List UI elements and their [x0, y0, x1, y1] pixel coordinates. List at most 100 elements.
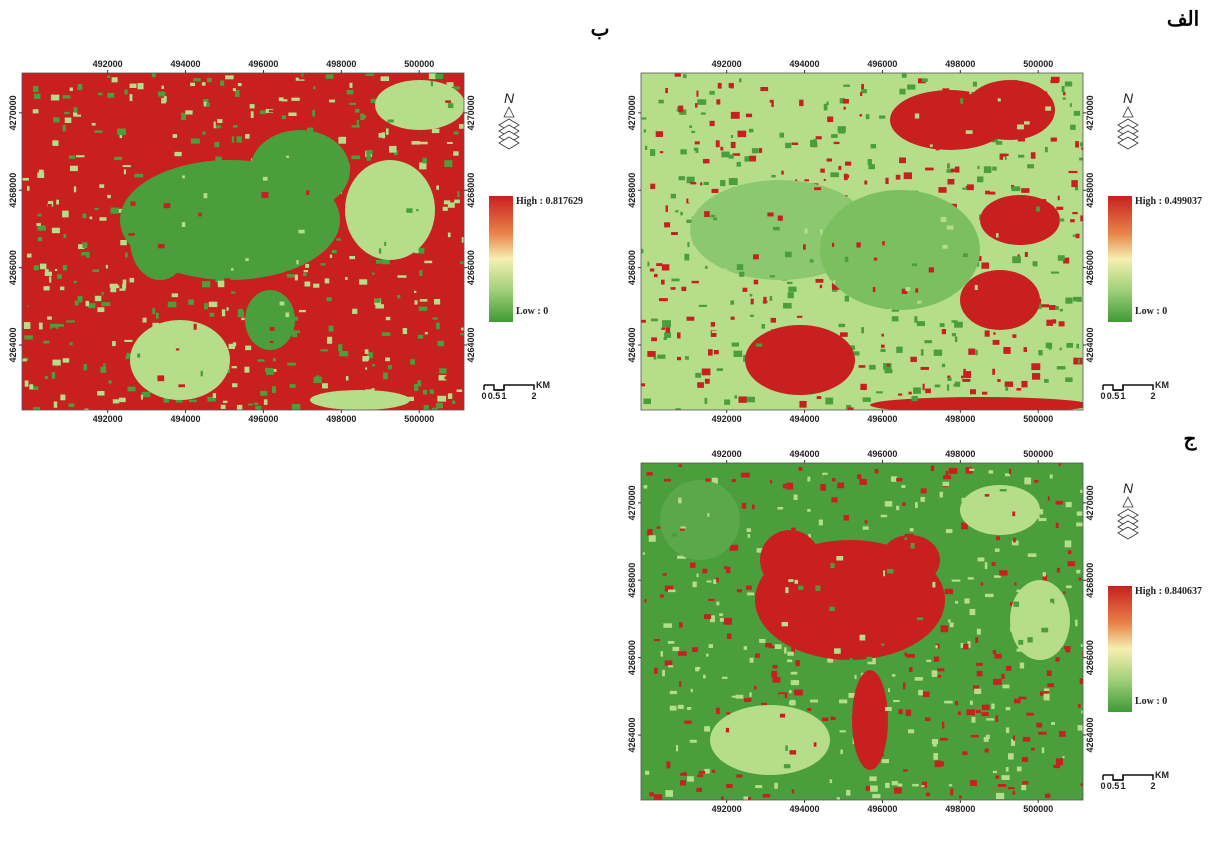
map-speck — [889, 309, 892, 312]
map-speck — [724, 566, 727, 569]
map-speck — [747, 397, 755, 403]
map-speck — [807, 708, 811, 711]
map-speck — [663, 623, 672, 628]
map-speck — [647, 351, 655, 357]
map-speck — [830, 779, 833, 783]
x-tick-label: 492000 — [712, 449, 742, 459]
map-speck — [1016, 388, 1021, 391]
map-speck — [436, 403, 443, 408]
map-speck — [831, 497, 837, 502]
map-speck — [1065, 297, 1072, 303]
map-speck — [887, 364, 890, 367]
map-speck — [340, 185, 342, 190]
map-speck — [1059, 463, 1061, 465]
map-speck — [981, 262, 989, 268]
y-tick-label: 4270000 — [627, 485, 637, 520]
map-speck — [1019, 697, 1027, 700]
scale-label: 2 — [1150, 781, 1155, 791]
map-speck — [891, 487, 893, 490]
map-speck — [270, 327, 275, 331]
map-speck — [966, 624, 971, 628]
map-speck — [352, 125, 360, 127]
map-speck — [777, 507, 783, 509]
map-speck — [678, 106, 683, 113]
map-speck — [712, 770, 715, 773]
map-speck — [755, 785, 762, 788]
map-speck — [641, 383, 645, 386]
map-speck — [1005, 382, 1013, 387]
scale-unit: KM — [536, 380, 550, 390]
map-speck — [787, 282, 793, 284]
map-speck — [731, 317, 735, 320]
map-speck — [436, 186, 439, 190]
map-speck — [945, 589, 953, 594]
map-speck — [1041, 628, 1048, 633]
map-speck — [429, 73, 436, 79]
map-speck — [24, 322, 30, 329]
map-speck — [232, 136, 234, 142]
map-speck — [180, 260, 182, 266]
legend-high: High : 0.817629 — [516, 196, 583, 207]
map-speck — [985, 562, 988, 569]
map-speck — [827, 158, 832, 161]
map-speck — [1032, 261, 1035, 265]
map-speck — [330, 255, 332, 258]
map-speck — [755, 653, 760, 657]
map-speck — [251, 111, 254, 118]
map-speck — [730, 84, 733, 89]
map-speck — [313, 86, 316, 89]
map-speck — [1050, 474, 1053, 478]
map-speck — [672, 533, 677, 536]
map-speck — [410, 359, 415, 365]
map-speck — [322, 383, 328, 388]
map-speck — [838, 126, 846, 132]
map-speck — [815, 585, 820, 590]
map-speck — [184, 213, 190, 216]
map-raster — [22, 73, 468, 414]
north-arrow — [1118, 497, 1138, 539]
map-speck — [763, 794, 770, 798]
map-speck — [726, 784, 732, 788]
map-speck — [661, 280, 665, 285]
map-speck — [985, 594, 994, 597]
map-speck — [78, 296, 83, 301]
map-speck — [128, 387, 136, 392]
map-speck — [649, 792, 654, 796]
map-speck — [922, 79, 928, 82]
map-speck — [942, 722, 944, 729]
map-speck — [260, 391, 267, 396]
scale-label: 2 — [1150, 391, 1155, 401]
map-speck — [651, 319, 658, 322]
map-speck — [256, 382, 260, 388]
map-speck — [737, 131, 746, 137]
map-speck — [876, 174, 879, 179]
map-speck — [54, 402, 57, 408]
map-speck — [414, 384, 418, 391]
legend-high: High : 0.840637 — [1135, 586, 1202, 597]
x-tick-label: 494000 — [171, 414, 201, 424]
map-speck — [848, 712, 853, 714]
map-speck — [844, 107, 846, 110]
map-speck — [644, 129, 646, 132]
map-speck — [816, 279, 824, 283]
map-panel: الف4920004920004940004940004960004960004… — [627, 7, 1202, 425]
map-speck — [884, 369, 892, 373]
map-speck — [899, 157, 906, 163]
map-speck — [923, 691, 930, 697]
map-speck — [759, 639, 765, 643]
map-speck — [706, 654, 709, 657]
map-speck — [905, 287, 910, 291]
map-speck — [665, 660, 673, 665]
map-speck — [1020, 175, 1026, 181]
map-speck — [1044, 379, 1049, 383]
map-speck — [876, 391, 883, 393]
map-speck — [915, 288, 918, 293]
map-speck — [392, 325, 397, 329]
map-speck — [241, 318, 244, 320]
map-speck — [786, 483, 793, 490]
map-speck — [1046, 343, 1052, 349]
map-speck — [245, 346, 251, 351]
map-speck — [958, 711, 961, 714]
x-tick-label: 498000 — [945, 804, 975, 814]
map-speck — [444, 160, 452, 167]
